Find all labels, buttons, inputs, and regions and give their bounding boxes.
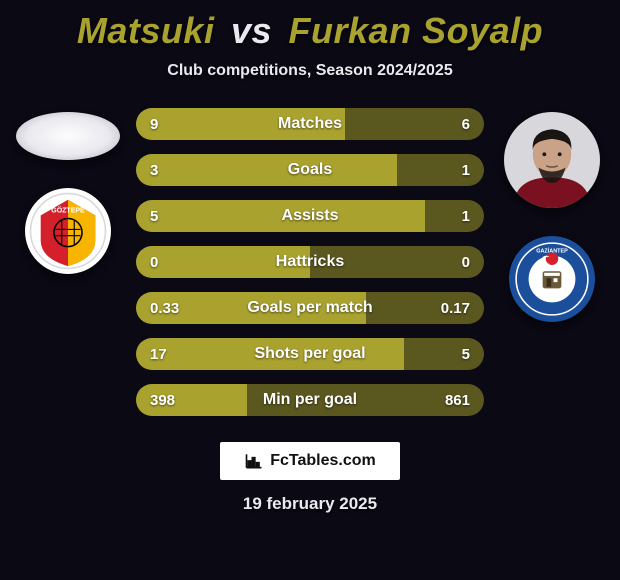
- player1-photo-placeholder: [16, 112, 120, 160]
- stat-label: Goals: [288, 161, 332, 179]
- stat-label: Shots per goal: [254, 345, 365, 363]
- goztepe-badge-icon: GÖZTEPE: [29, 192, 107, 270]
- stat-label: Min per goal: [263, 391, 357, 409]
- stat-value-right: 0.17: [441, 300, 470, 317]
- stat-row: 9 Matches 6: [136, 108, 484, 140]
- stat-value-left: 5: [150, 208, 158, 225]
- right-column: GAZİANTEP: [492, 112, 612, 322]
- stat-label: Assists: [282, 207, 339, 225]
- stat-value-right: 1: [462, 208, 470, 225]
- stat-value-right: 5: [462, 346, 470, 363]
- comparison-title: Matsuki vs Furkan Soyalp: [0, 0, 620, 52]
- player1-club-badge: GÖZTEPE: [25, 188, 111, 274]
- stat-label: Hattricks: [276, 253, 344, 271]
- title-player1: Matsuki: [77, 10, 215, 51]
- stat-value-right: 861: [445, 392, 470, 409]
- stat-label: Matches: [278, 115, 342, 133]
- gaziantep-badge-icon: GAZİANTEP: [513, 240, 591, 318]
- player2-portrait-icon: [504, 112, 600, 208]
- stat-row: 0 Hattricks 0: [136, 246, 484, 278]
- stat-row: 398 Min per goal 861: [136, 384, 484, 416]
- subtitle: Club competitions, Season 2024/2025: [0, 62, 620, 80]
- stat-value-left: 0: [150, 254, 158, 271]
- stat-value-right: 6: [462, 116, 470, 133]
- footer-date: 19 february 2025: [0, 494, 620, 514]
- stat-label: Goals per match: [247, 299, 372, 317]
- stat-row: 17 Shots per goal 5: [136, 338, 484, 370]
- chart-icon: [244, 451, 264, 471]
- stat-value-left: 3: [150, 162, 158, 179]
- fctables-logo-text: FcTables.com: [270, 452, 376, 470]
- player2-photo: [504, 112, 600, 208]
- fctables-logo: FcTables.com: [220, 442, 400, 480]
- svg-text:GÖZTEPE: GÖZTEPE: [51, 205, 85, 214]
- stat-row: 0.33 Goals per match 0.17: [136, 292, 484, 324]
- stat-value-left: 0.33: [150, 300, 179, 317]
- player2-club-badge: GAZİANTEP: [509, 236, 595, 322]
- svg-text:GAZİANTEP: GAZİANTEP: [536, 247, 568, 254]
- title-vs: vs: [231, 10, 272, 51]
- stat-value-left: 398: [150, 392, 175, 409]
- stat-row: 5 Assists 1: [136, 200, 484, 232]
- stat-value-left: 17: [150, 346, 167, 363]
- title-player2: Furkan Soyalp: [289, 10, 544, 51]
- stat-value-right: 1: [462, 162, 470, 179]
- left-column: GÖZTEPE: [8, 112, 128, 274]
- stat-value-left: 9: [150, 116, 158, 133]
- stat-row: 3 Goals 1: [136, 154, 484, 186]
- stat-value-right: 0: [462, 254, 470, 271]
